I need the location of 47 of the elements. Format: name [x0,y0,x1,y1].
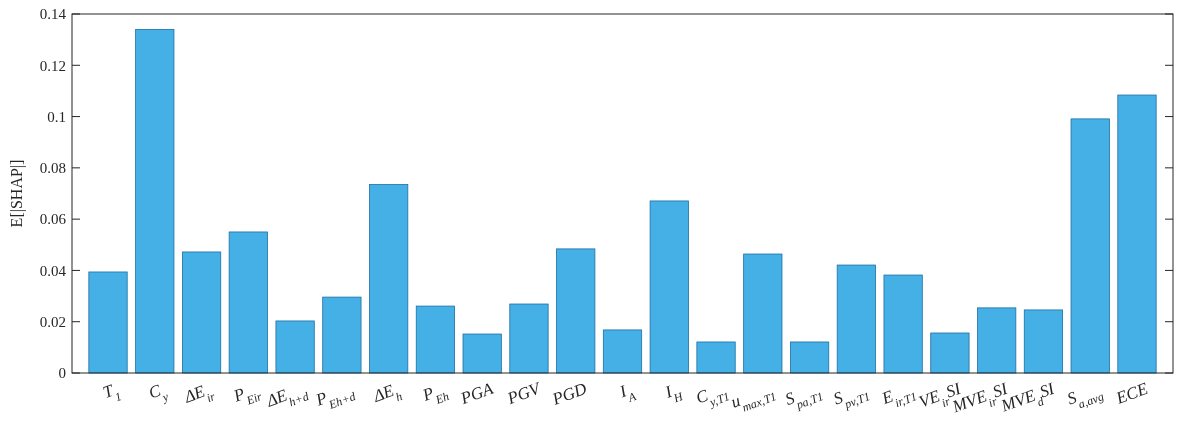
x-tick-label: PGV [503,378,545,409]
bar [228,231,268,374]
bar [977,307,1017,374]
y-axis-title: E[|SHAP|] [8,159,26,228]
bar [415,305,455,374]
bar [930,332,970,374]
bar [509,303,549,374]
bar [836,264,876,374]
y-tick-label: 0 [58,365,66,382]
x-tick-label: E$_{ir,T1}$ [878,386,919,410]
x-tick-label: PGA [457,378,497,409]
y-tick-label: 0.06 [39,211,67,228]
bar [369,184,409,374]
bar [181,251,222,374]
x-tick-label: PGD [548,378,590,410]
y-tick-label: 0.1 [47,108,66,125]
x-tick-label: I$_{H}$ [661,381,687,406]
x-tick-label: T$_{1}$ [100,380,124,405]
bar [883,274,923,374]
bar [790,341,830,374]
bar [322,296,362,374]
bar [135,28,175,374]
y-tick-label: 0.14 [39,6,67,23]
y-tick-label: 0.12 [39,57,66,74]
bar [275,320,315,374]
bar [602,329,643,374]
bar [1070,118,1110,374]
x-tick-label: I$_{A}$ [616,380,639,406]
x-tick-label: C$_{y}$ [146,380,171,405]
bar [743,253,783,374]
x-tick-label: S$_{pv,T1}$ [830,387,872,412]
bar [88,271,128,374]
x-tick-label: P$_{Eir}$ [230,384,265,408]
bar [1023,309,1064,374]
y-tick-label: 0.08 [39,160,66,177]
bar [649,200,689,374]
bar [696,341,736,374]
bar [1117,94,1157,374]
x-tick-label: P$_{Eh}$ [419,383,451,408]
x-tick-label: S$_{a,avg}$ [1064,387,1106,412]
x-tick-label: P$_{Eh+d}$ [312,388,358,413]
y-tick-label: 0.02 [39,313,66,330]
bar [556,248,596,374]
bar [462,333,502,374]
x-tick-label: ECE [1112,378,1151,409]
x-tick-label: S$_{pa,T1}$ [782,388,826,413]
y-tick-label: 0.04 [39,262,67,279]
